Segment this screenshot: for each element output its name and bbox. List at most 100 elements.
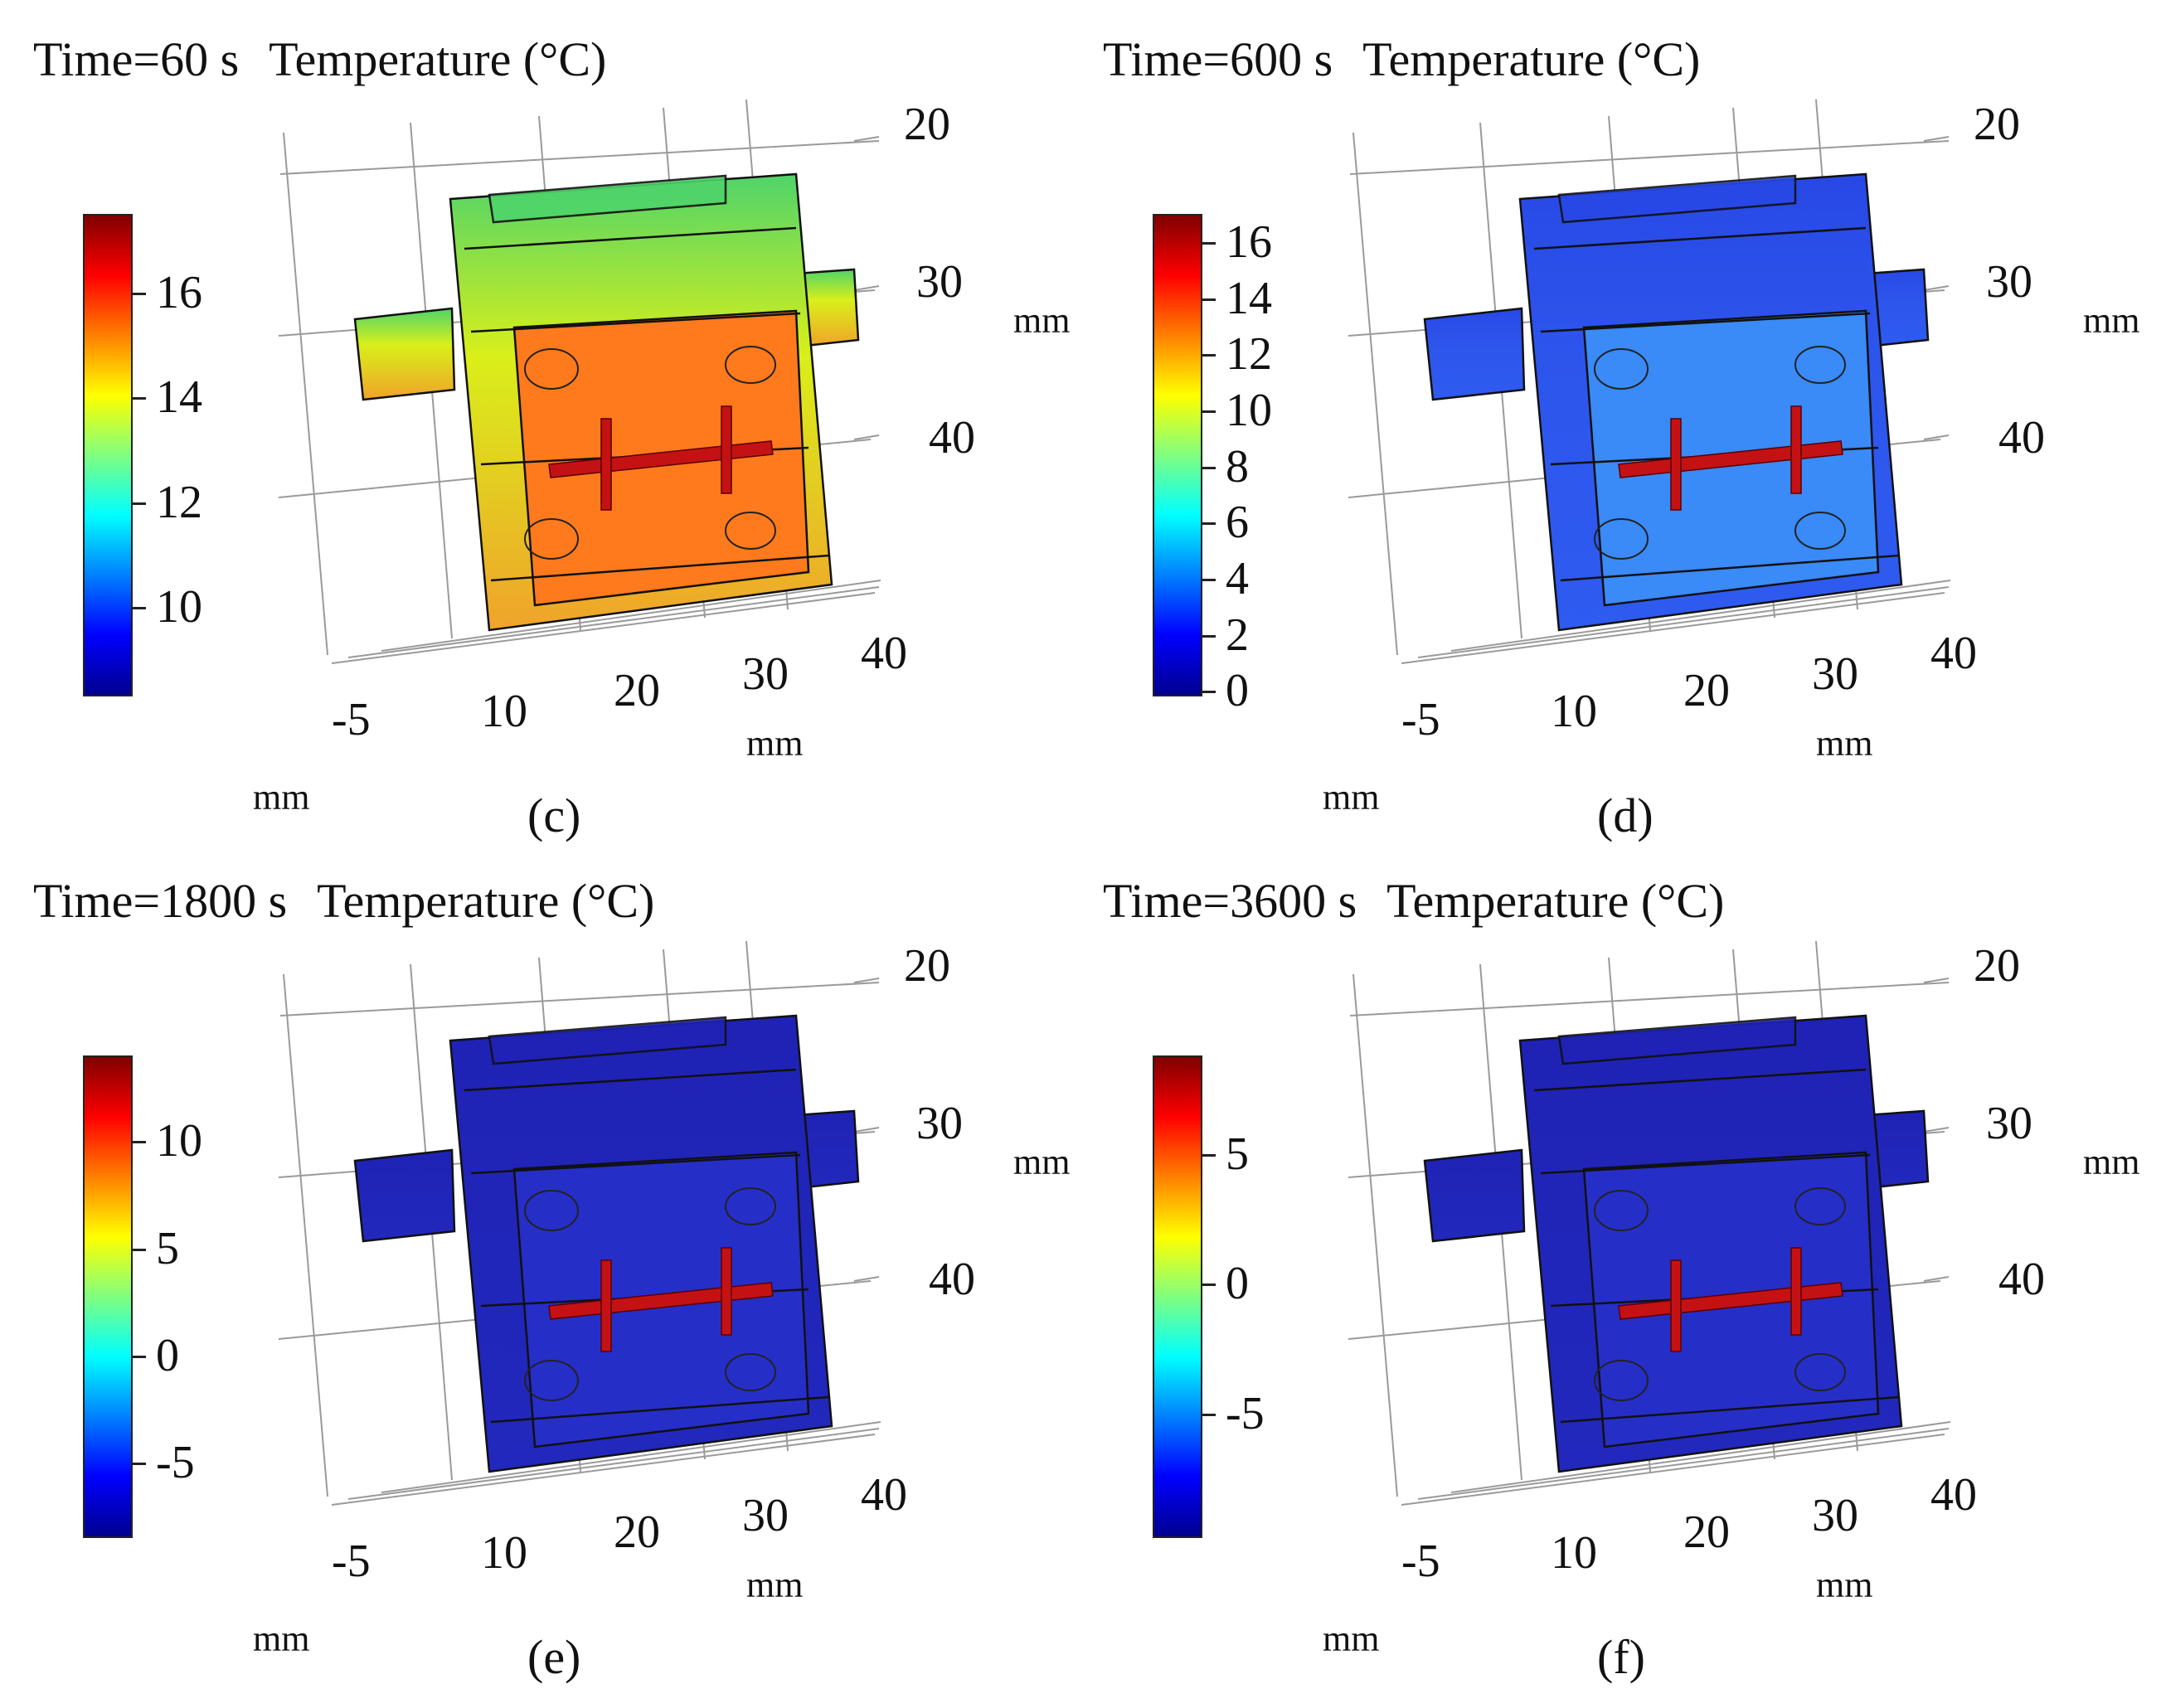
y-axis-tick: -5 — [332, 694, 371, 745]
quantity-label: Temperature (°C) — [269, 32, 607, 86]
colorbar-tick — [131, 397, 146, 400]
y-axis-tick: 30 — [742, 1490, 789, 1541]
colorbar-tick-label: 5 — [1226, 1128, 1249, 1180]
x-unit-label: mm — [253, 1618, 310, 1659]
y-axis-tick: 30 — [1812, 1490, 1858, 1541]
colorbar-tick — [1201, 522, 1216, 526]
z-axis-tick: 30 — [1986, 256, 2032, 308]
colorbar-tick-label: 8 — [1226, 440, 1249, 493]
panel-title: Time=3600 s Temperature (°C) — [1103, 873, 1724, 929]
y-axis-tick: 20 — [614, 665, 660, 716]
colorbar-tick-label: 5 — [156, 1222, 179, 1274]
colorbar-tick — [1201, 241, 1216, 245]
z-axis-tick: 30 — [1986, 1098, 2032, 1149]
z-axis-tick: 20 — [904, 940, 950, 992]
mold-3d-scene — [1348, 99, 1951, 664]
colorbar-tick-label: 14 — [1226, 272, 1272, 324]
z-unit-label: mm — [1013, 300, 1071, 341]
colorbar — [83, 214, 133, 696]
y-axis-tick: 30 — [742, 648, 789, 700]
y-unit-label: mm — [1816, 723, 1873, 764]
y-axis-tick: -5 — [1401, 1536, 1440, 1587]
colorbar-tick-label: 16 — [1226, 216, 1272, 268]
y-axis-tick: 10 — [481, 1527, 527, 1579]
quantity-label: Temperature (°C) — [1362, 32, 1701, 86]
colorbar-tick-label: -5 — [1226, 1387, 1265, 1439]
colorbar-tick — [1201, 410, 1216, 413]
z-axis-tick: 30 — [916, 256, 963, 308]
y-unit-label: mm — [746, 1565, 804, 1605]
colorbar — [1153, 214, 1202, 696]
subfigure-label: (c) — [527, 788, 581, 842]
colorbar-tick-label: 0 — [156, 1330, 179, 1382]
z-axis-tick: 40 — [929, 1254, 975, 1305]
y-axis-tick: -5 — [332, 1536, 371, 1587]
colorbar-tick-label: 10 — [156, 581, 202, 633]
colorbar-tick — [1201, 354, 1216, 357]
mold-body — [353, 1014, 860, 1473]
colorbar-tick-label: 14 — [156, 371, 202, 424]
time-label: Time=60 s — [33, 32, 240, 86]
z-axis-tick: 20 — [904, 99, 950, 150]
y-axis-tick: 10 — [1551, 686, 1597, 737]
y-axis-tick: 40 — [861, 1469, 907, 1521]
colorbar — [1153, 1055, 1202, 1538]
y-axis-tick: 20 — [614, 1507, 660, 1558]
y-axis-tick: 40 — [1930, 1469, 1977, 1521]
time-label: Time=1800 s — [33, 874, 288, 928]
z-axis-tick: 30 — [916, 1098, 963, 1149]
y-axis-tick: -5 — [1401, 694, 1440, 745]
colorbar-tick — [1201, 298, 1216, 301]
colorbar-tick-label: 0 — [1226, 1258, 1249, 1310]
colorbar-tick — [131, 1248, 146, 1251]
colorbar — [83, 1055, 133, 1538]
mold-body — [1423, 1014, 1930, 1473]
colorbar-tick — [1201, 691, 1216, 694]
time-label: Time=600 s — [1103, 32, 1333, 86]
panel-f: Time=3600 s Temperature (°C) 5 0 -5 20 30 40 40 3… — [1070, 842, 2150, 1696]
heating-core — [1618, 405, 1843, 511]
mold-3d-scene — [278, 99, 881, 664]
panel-title: Time=600 s Temperature (°C) — [1103, 32, 1700, 87]
mold-body — [1423, 172, 1930, 632]
panel-title: Time=60 s Temperature (°C) — [33, 32, 606, 87]
panel-e: Time=1800 s Temperature (°C) 10 5 0 -5 20 30 40 4… — [0, 842, 1080, 1696]
colorbar-tick-label: 2 — [1226, 609, 1249, 661]
heating-core — [548, 405, 774, 511]
subfigure-label: (e) — [527, 1630, 581, 1684]
colorbar-tick — [1201, 1283, 1216, 1287]
subfigure-label: (f) — [1597, 1630, 1645, 1684]
colorbar-tick-label: 10 — [1226, 384, 1272, 436]
heating-core — [548, 1247, 774, 1352]
time-label: Time=3600 s — [1103, 874, 1357, 928]
colorbar-tick — [131, 607, 146, 610]
colorbar-tick — [131, 292, 146, 295]
subfigure-label: (d) — [1597, 788, 1654, 842]
colorbar-tick — [1201, 1153, 1216, 1157]
colorbar-tick — [1201, 578, 1216, 581]
y-unit-label: mm — [1816, 1565, 1873, 1605]
z-axis-tick: 20 — [1974, 940, 2020, 992]
x-unit-label: mm — [253, 777, 310, 818]
colorbar-tick — [131, 1356, 146, 1359]
colorbar-tick — [1201, 466, 1216, 469]
panel-title: Time=1800 s Temperature (°C) — [33, 873, 654, 929]
z-unit-label: mm — [2083, 300, 2140, 341]
colorbar-tick-label: 10 — [156, 1115, 202, 1167]
colorbar-tick-label: 16 — [156, 266, 202, 318]
colorbar-tick — [1201, 1413, 1216, 1416]
mold-body — [353, 172, 860, 632]
y-axis-tick: 30 — [1812, 648, 1858, 700]
colorbar-tick-label: -5 — [156, 1437, 195, 1489]
z-unit-label: mm — [1013, 1142, 1071, 1182]
x-unit-label: mm — [1323, 1618, 1380, 1659]
z-axis-tick: 20 — [1974, 99, 2020, 150]
colorbar-tick-label: 12 — [156, 476, 202, 528]
panel-c: Time=60 s Temperature (°C) 16 14 12 10 20 30 40 4… — [0, 0, 1080, 854]
mold-3d-scene — [1348, 940, 1951, 1506]
z-axis-tick: 40 — [1998, 1254, 2045, 1305]
y-axis-tick: 20 — [1683, 665, 1730, 716]
z-axis-tick: 40 — [929, 412, 975, 463]
mold-3d-scene — [278, 940, 881, 1506]
z-unit-label: mm — [2083, 1142, 2140, 1182]
